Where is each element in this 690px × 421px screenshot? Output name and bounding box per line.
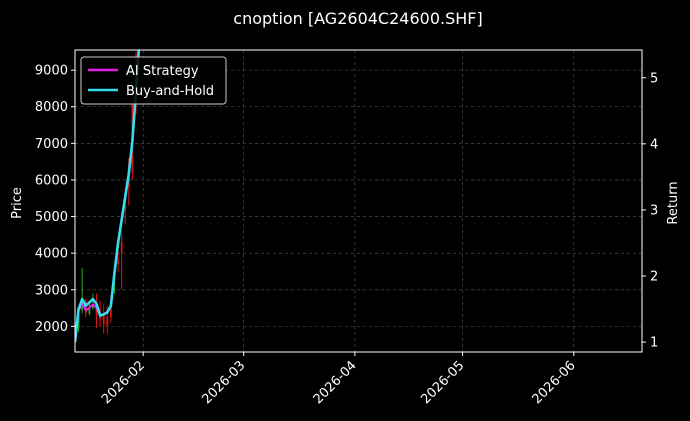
series-line-buy-and-hold	[75, 50, 141, 343]
left-y-tick-label: 4000	[35, 247, 68, 262]
left-y-tick-label: 9000	[35, 64, 68, 79]
right-y-tick-label: 4	[650, 137, 658, 152]
right-y-tick-label: 1	[650, 336, 658, 351]
right-y-axis-label: Return	[666, 181, 681, 224]
right-y-tick-label: 3	[650, 203, 658, 218]
left-y-axis-label: Price	[10, 187, 25, 219]
legend-label-ai-strategy: AI Strategy	[126, 64, 199, 79]
candle-body	[120, 242, 123, 254]
legend: AI Strategy Buy-and-Hold	[80, 56, 227, 105]
chart-title: cnoption [AG2604C24600.SHF]	[233, 9, 482, 28]
left-y-tick-label: 2000	[35, 320, 68, 335]
left-y-axis: 2000 3000 4000 5000 6000 7000 8000 9000	[35, 64, 75, 335]
left-y-tick-label: 7000	[35, 137, 68, 152]
right-y-axis: 1 2 3 4 5	[642, 71, 658, 351]
candle-body	[84, 300, 87, 314]
candle-body	[92, 306, 94, 309]
left-y-tick-label: 3000	[35, 283, 68, 298]
candle-body	[88, 308, 91, 314]
grid-lines	[75, 50, 642, 352]
left-y-tick-label: 5000	[35, 210, 68, 225]
candle-body	[102, 315, 105, 325]
plot-frame	[74, 49, 643, 353]
return-lines	[75, 50, 141, 343]
right-y-tick-label: 5	[650, 71, 658, 86]
candle-body	[106, 317, 109, 327]
candle-body	[117, 260, 119, 265]
legend-label-buy-and-hold: Buy-and-Hold	[126, 84, 214, 99]
right-y-tick-label: 2	[650, 270, 658, 285]
candle-body	[124, 205, 127, 210]
left-y-tick-label: 8000	[35, 100, 68, 115]
left-y-tick-label: 6000	[35, 173, 68, 188]
